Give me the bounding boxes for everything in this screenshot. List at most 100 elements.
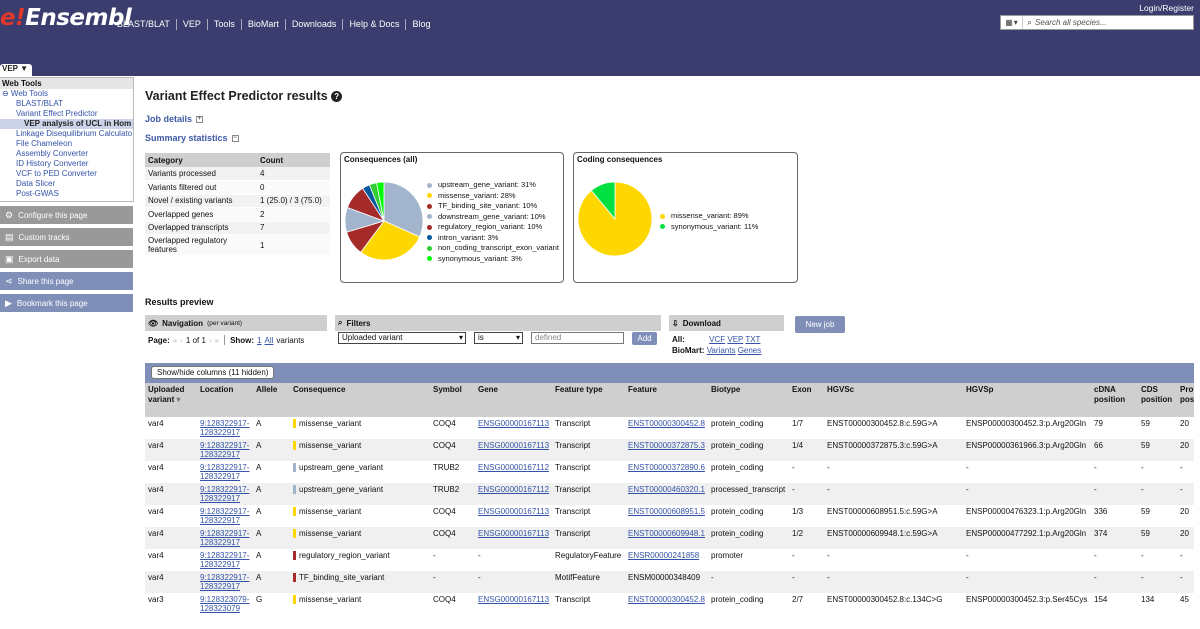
nav-blog[interactable]: Blog [412,19,431,29]
sidebar-item-web-tools[interactable]: ⊖ Web Tools [2,89,48,98]
col-gene[interactable]: Gene [475,383,552,417]
filter-operator-select[interactable]: is [474,332,523,344]
nav-biomart[interactable]: BioMart [242,19,286,30]
add-filter-button[interactable]: Add [632,332,657,345]
cell-feature[interactable]: ENST00000372875.3 [625,439,708,461]
stats-row: Overlapped transcripts 7 [145,221,330,235]
nav-vep[interactable]: VEP [177,19,208,30]
cell-feature[interactable]: ENST00000372890.6 [625,461,708,483]
search-input[interactable]: Search all species... [1035,18,1107,27]
search-box[interactable]: ▦ ▾ ⌕ Search all species... [1000,15,1194,30]
col-consequence[interactable]: Consequence [290,383,430,417]
ensembl-logo[interactable]: e!Ensembl [0,5,132,31]
sidebar-item-file-chameleon[interactable]: File Chameleon [16,139,73,148]
job-details-toggle[interactable]: Job details + [145,114,204,124]
cell-location-link[interactable]: 9:128322917-128322917 [197,417,253,439]
cell-feature[interactable]: ENSR00000241858 [625,549,708,571]
sidebar-item-data-slicer[interactable]: Data Slicer [16,179,56,188]
prev-page-icon[interactable]: ‹ [180,335,183,345]
cell-location-link[interactable]: 9:128322917-128322917 [197,549,253,571]
cell-location-link[interactable]: 9:128323079-128323079 [197,593,253,615]
help-icon[interactable]: ? [331,91,343,103]
cell-feature[interactable]: ENST00000460320.1 [625,483,708,505]
summary-stats-table: Category Count Variants processed 4 Varian… [145,153,330,256]
sidebar-item-blast[interactable]: BLAST/BLAT [16,99,63,108]
collapse-icon: − [231,135,239,143]
cell-location-link[interactable]: 9:128322917-128322917 [197,505,253,527]
cell-feature[interactable]: ENST00000608951.5 [625,505,708,527]
biomart-genes-link[interactable]: Genes [737,346,762,355]
cell-feature[interactable]: ENST00000300452.8 [625,417,708,439]
bookmark-page-button[interactable]: ▶ Bookmark this page [0,294,133,312]
col-hgvsp[interactable]: HGVSp [963,383,1091,417]
nav-blast[interactable]: BLAST/BLAT [111,19,177,30]
login-link[interactable]: Login/Register [1139,3,1194,13]
biomart-variants-link[interactable]: Variants [706,346,736,355]
configure-page-button[interactable]: ⚙ Configure this page [0,206,133,224]
col-cdna-position[interactable]: cDNA position [1091,383,1138,417]
col-hgvsc[interactable]: HGVSc [824,383,963,417]
download-vep-link[interactable]: VEP [727,335,744,344]
col-feature-type[interactable]: Feature type [552,383,625,417]
export-data-button[interactable]: ▣ Export data [0,250,133,268]
cell-gene[interactable]: ENSG00000167113 [475,593,552,615]
last-page-icon[interactable]: » [214,335,220,345]
show-all-link[interactable]: All [264,335,274,345]
show-hide-columns-button[interactable]: Show/hide columns (11 hidden) [151,366,275,379]
cell-consequence: missense_variant [290,527,430,549]
cell-biotype: protein_coding [708,593,789,615]
cell-location-link[interactable]: 9:128322917-128322917 [197,483,253,505]
summary-statistics-toggle[interactable]: Summary statistics − [145,133,239,143]
show-1-link[interactable]: 1 [257,335,262,345]
custom-tracks-button[interactable]: ▤ Custom tracks [0,228,133,246]
cell-feature[interactable]: ENST00000300452.8 [625,593,708,615]
download-icon: ⇩ [672,318,679,328]
cell-gene[interactable]: ENSG00000167113 [475,527,552,549]
sidebar-item-post-gwas[interactable]: Post-GWAS [16,189,59,198]
col-location[interactable]: Location [197,383,253,417]
col-allele[interactable]: Allele [253,383,290,417]
cell-gene[interactable]: ENSG00000167113 [475,439,552,461]
share-page-button[interactable]: ⋖ Share this page [0,272,133,290]
cell-gene[interactable]: ENSG00000167113 [475,417,552,439]
col-biotype[interactable]: Biotype [708,383,789,417]
cell-location-link[interactable]: 9:128322917-128322917 [197,439,253,461]
cell-protein: 20 [1177,439,1194,461]
sidebar-item-assembly-converter[interactable]: Assembly Converter [16,149,89,158]
sidebar-item-vep-analysis[interactable]: VEP analysis of UCL in Hom [0,119,133,129]
nav-help-docs[interactable]: Help & Docs [343,19,407,30]
cell-location-link[interactable]: 9:128322917-128322917 [197,571,253,593]
cell-gene[interactable]: ENSG00000167113 [475,505,552,527]
sidebar-item-vcf-to-ped[interactable]: VCF to PED Converter [16,169,97,178]
vep-tab[interactable]: VEP ▼ [0,64,32,76]
col-symbol[interactable]: Symbol [430,383,475,417]
sidebar-item-vep[interactable]: Variant Effect Predictor [16,109,98,118]
filter-field-select[interactable]: Uploaded variant [338,332,466,344]
next-page-icon[interactable]: › [208,335,212,345]
stats-row: Overlapped regulatory features 1 [145,234,330,256]
col-cds-position[interactable]: CDS position [1138,383,1177,417]
cell-exon: - [789,461,824,483]
first-page-icon[interactable]: « [172,335,178,345]
cell-location-link[interactable]: 9:128322917-128322917 [197,527,253,549]
stats-row: Novel / existing variants 1 (25.0) / 3 (7… [145,194,330,208]
cell-location-link[interactable]: 9:128322917-128322917 [197,461,253,483]
col-feature[interactable]: Feature [625,383,708,417]
cell-gene[interactable]: ENSG00000167112 [475,461,552,483]
col-exon[interactable]: Exon [789,383,824,417]
col-uploaded-variant[interactable]: Uploaded variant ▾ [145,383,197,417]
species-dropdown[interactable]: ▦ ▾ [1001,16,1023,29]
cell-feature[interactable]: ENST00000609948.1 [625,527,708,549]
sidebar-item-ld-calculator[interactable]: Linkage Disequilibrium Calculato [16,129,133,138]
new-job-button[interactable]: New job [795,316,845,333]
nav-downloads[interactable]: Downloads [286,19,344,30]
download-vcf-link[interactable]: VCF [709,335,726,344]
cell-allele: A [253,417,290,439]
sidebar-item-id-history[interactable]: ID History Converter [16,159,89,168]
download-txt-link[interactable]: TXT [745,335,761,344]
filter-value-input[interactable]: defined [531,332,624,344]
cell-gene[interactable]: ENSG00000167112 [475,483,552,505]
nav-tools[interactable]: Tools [208,19,242,30]
col-protein-position[interactable]: Protein position [1177,383,1194,417]
